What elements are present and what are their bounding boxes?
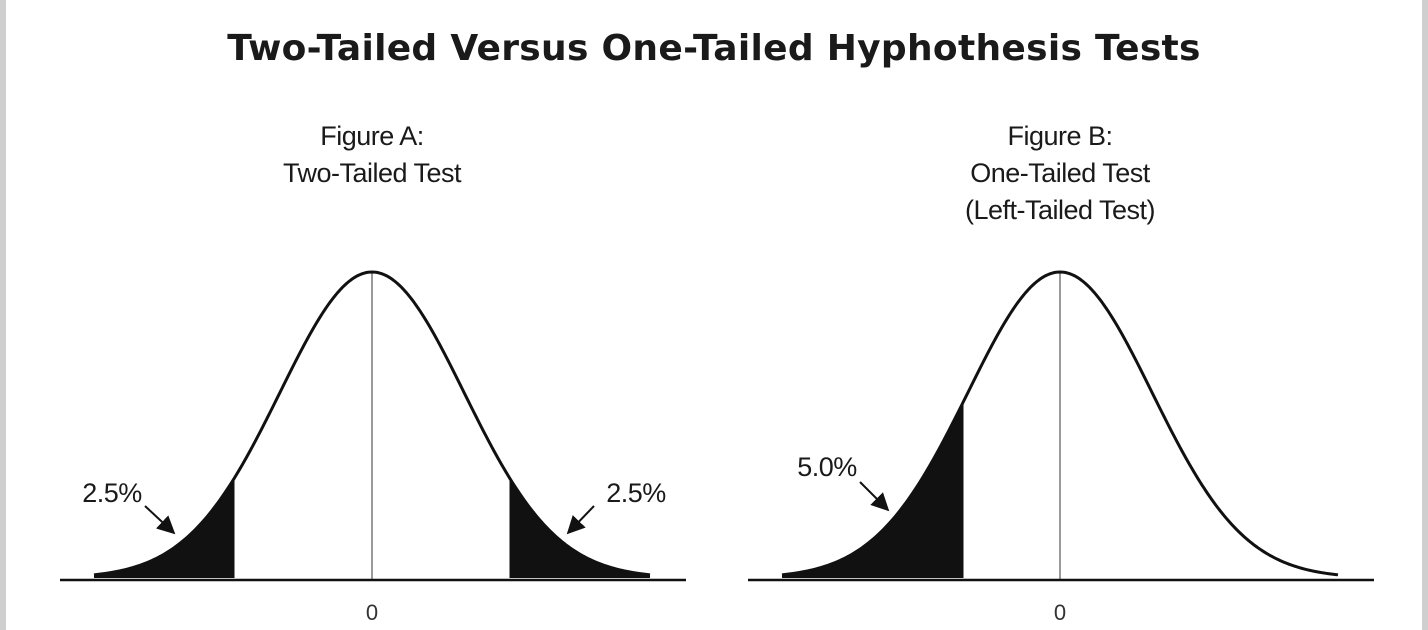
- figure-a-left-tail-label: 2.5%: [82, 478, 142, 508]
- figure-b-left-tail-shade: [782, 404, 962, 578]
- figure-a-heading-line-2: Two-Tailed Test: [282, 158, 462, 188]
- figure-b-left-arrow: [859, 481, 890, 512]
- figure-a-right-arrow: [566, 505, 595, 535]
- figure-b-left-tail-label: 5.0%: [797, 452, 857, 482]
- figure-b-heading-line-1: Figure B:: [1007, 121, 1113, 151]
- figure-a-chart: 0 2.5% 2.5%: [60, 270, 686, 625]
- figure-a-left-arrow: [144, 505, 176, 535]
- figure-a-right-tail-label: 2.5%: [606, 478, 666, 508]
- figure-a-normal-curve: [93, 270, 651, 577]
- figure-b-heading-line-2: One-Tailed Test: [970, 158, 1150, 188]
- figure-a-left-tail-shade: [94, 480, 233, 578]
- figure-a-right-tail-shade: [511, 480, 650, 578]
- figure-b-chart: 0 5.0%: [748, 270, 1374, 625]
- figure-b-normal-curve: [781, 270, 1339, 577]
- figure-a-heading: Figure A: Two-Tailed Test: [222, 118, 522, 192]
- main-title: Two-Tailed Versus One-Tailed Hyphothesis…: [227, 28, 1201, 69]
- figure-b-heading: Figure B: One-Tailed Test (Left-Tailed T…: [910, 118, 1210, 229]
- figure-b-zero-label: 0: [1054, 600, 1066, 625]
- figure-a-heading-line-1: Figure A:: [320, 121, 424, 151]
- figure-a-zero-label: 0: [366, 600, 378, 625]
- figure-b-heading-line-3: (Left-Tailed Test): [964, 195, 1156, 225]
